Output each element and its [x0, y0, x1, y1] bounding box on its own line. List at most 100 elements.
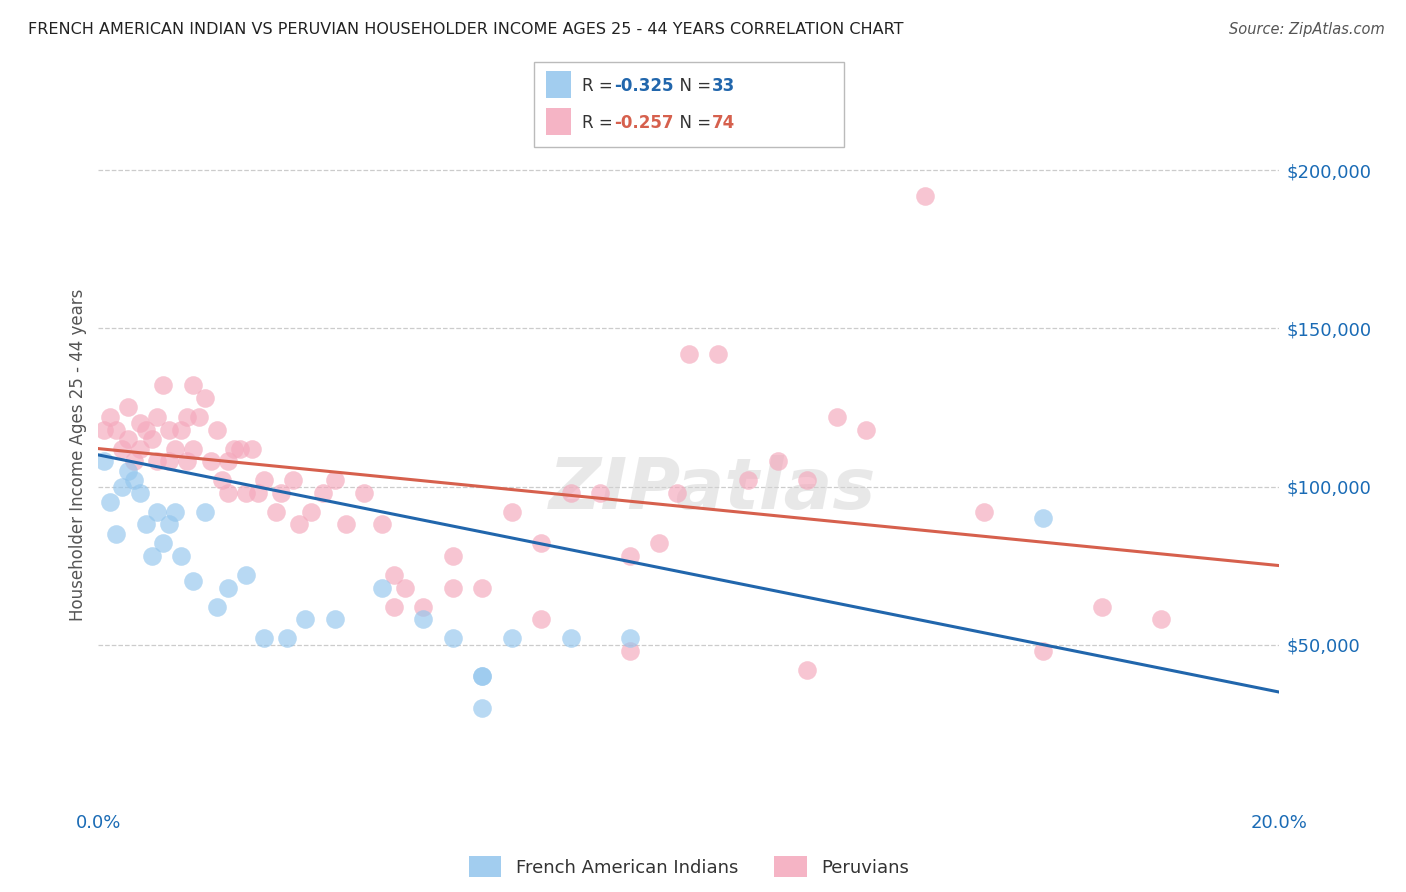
Point [530, 612, 553, 626]
Point [117, 464, 139, 478]
Point [766, 454, 789, 468]
Point [394, 581, 416, 595]
Point [200, 454, 222, 468]
Text: FRENCH AMERICAN INDIAN VS PERUVIAN HOUSEHOLDER INCOME AGES 25 - 44 YEARS CORRELA: FRENCH AMERICAN INDIAN VS PERUVIAN HOUSE… [28, 22, 904, 37]
Point [111, 479, 134, 493]
Point [128, 486, 150, 500]
Point [560, 486, 582, 500]
Point [619, 644, 641, 658]
Point [205, 423, 228, 437]
Point [194, 505, 217, 519]
Point [382, 568, 405, 582]
Point [855, 423, 877, 437]
Point [619, 632, 641, 646]
Text: N =: N = [669, 78, 717, 95]
Text: -0.257: -0.257 [614, 114, 673, 132]
Point [825, 409, 848, 424]
Text: -0.325: -0.325 [614, 78, 673, 95]
Point [229, 442, 252, 456]
Point [176, 454, 198, 468]
Point [111, 442, 134, 456]
Point [165, 505, 187, 519]
Point [98, 409, 121, 424]
Point [678, 347, 700, 361]
Point [146, 505, 169, 519]
Point [501, 505, 523, 519]
Point [181, 574, 204, 589]
Point [270, 486, 292, 500]
Point [181, 442, 204, 456]
Point [323, 612, 346, 626]
Point [471, 701, 494, 715]
Point [914, 188, 936, 202]
Point [371, 517, 394, 532]
Text: N =: N = [669, 114, 717, 132]
Point [146, 454, 169, 468]
Point [294, 612, 316, 626]
Point [157, 517, 180, 532]
Point [122, 473, 145, 487]
Point [146, 409, 169, 424]
Point [276, 632, 298, 646]
Point [619, 549, 641, 563]
Point [441, 632, 464, 646]
Point [312, 486, 335, 500]
Point [737, 473, 759, 487]
Point [93, 454, 115, 468]
Text: 74: 74 [711, 114, 735, 132]
Text: ZIPatlas: ZIPatlas [548, 455, 876, 524]
Point [1032, 511, 1054, 525]
Text: 33: 33 [711, 78, 735, 95]
Point [335, 517, 357, 532]
Point [796, 473, 818, 487]
Point [128, 417, 150, 431]
Point [217, 581, 239, 595]
Point [353, 486, 375, 500]
Point [141, 549, 163, 563]
Point [170, 549, 193, 563]
Point [1150, 612, 1173, 626]
Point [648, 536, 671, 550]
Point [253, 473, 276, 487]
Text: R =: R = [582, 78, 619, 95]
Point [194, 391, 217, 405]
Point [471, 669, 494, 683]
Point [441, 549, 464, 563]
Point [501, 632, 523, 646]
Point [152, 378, 174, 392]
Point [1091, 599, 1114, 614]
Point [105, 423, 128, 437]
Point [211, 473, 233, 487]
Point [560, 632, 582, 646]
Point [170, 423, 193, 437]
Point [117, 432, 139, 446]
Point [135, 423, 157, 437]
Point [235, 486, 257, 500]
Point [973, 505, 995, 519]
Point [288, 517, 311, 532]
Point [135, 517, 157, 532]
Point [264, 505, 287, 519]
Point [589, 486, 612, 500]
Point [371, 581, 394, 595]
Point [181, 378, 204, 392]
Point [176, 409, 198, 424]
Point [1032, 644, 1054, 658]
Point [152, 536, 174, 550]
Point [217, 486, 239, 500]
Text: Source: ZipAtlas.com: Source: ZipAtlas.com [1229, 22, 1385, 37]
Point [165, 442, 187, 456]
Point [299, 505, 322, 519]
Point [205, 599, 228, 614]
Point [471, 669, 494, 683]
Point [796, 663, 818, 677]
Point [471, 581, 494, 595]
Point [217, 454, 239, 468]
Point [246, 486, 269, 500]
Legend: French American Indians, Peruvians: French American Indians, Peruvians [461, 849, 917, 884]
Point [412, 612, 434, 626]
Point [412, 599, 434, 614]
Point [122, 454, 145, 468]
Point [105, 527, 128, 541]
Point [157, 423, 180, 437]
